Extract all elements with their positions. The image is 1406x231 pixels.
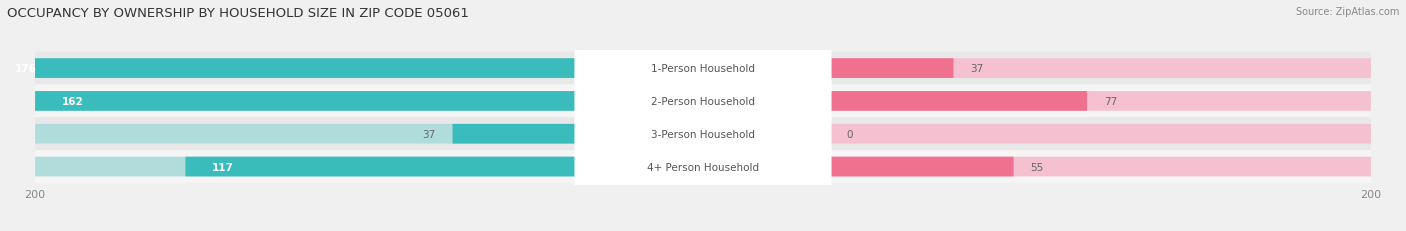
FancyBboxPatch shape [35, 118, 1371, 150]
Text: 37: 37 [970, 64, 983, 74]
FancyBboxPatch shape [35, 150, 1371, 183]
Text: 1-Person Household: 1-Person Household [651, 64, 755, 74]
Text: 162: 162 [62, 97, 83, 106]
FancyBboxPatch shape [0, 59, 576, 79]
FancyBboxPatch shape [830, 92, 1087, 111]
FancyBboxPatch shape [186, 157, 576, 177]
Text: 2-Person Household: 2-Person Household [651, 97, 755, 106]
FancyBboxPatch shape [575, 141, 831, 193]
FancyBboxPatch shape [35, 52, 1371, 85]
FancyBboxPatch shape [35, 59, 576, 79]
FancyBboxPatch shape [35, 85, 1371, 118]
Text: OCCUPANCY BY OWNERSHIP BY HOUSEHOLD SIZE IN ZIP CODE 05061: OCCUPANCY BY OWNERSHIP BY HOUSEHOLD SIZE… [7, 7, 470, 20]
Text: 37: 37 [423, 129, 436, 139]
Text: 77: 77 [1104, 97, 1116, 106]
Text: 3-Person Household: 3-Person Household [651, 129, 755, 139]
FancyBboxPatch shape [35, 92, 576, 111]
FancyBboxPatch shape [575, 75, 831, 128]
FancyBboxPatch shape [830, 59, 1371, 79]
Text: 4+ Person Household: 4+ Person Household [647, 162, 759, 172]
FancyBboxPatch shape [830, 157, 1371, 177]
Text: 55: 55 [1031, 162, 1043, 172]
Text: 117: 117 [212, 162, 233, 172]
FancyBboxPatch shape [830, 124, 1371, 144]
FancyBboxPatch shape [830, 157, 1014, 177]
FancyBboxPatch shape [575, 108, 831, 160]
Text: 176: 176 [15, 64, 37, 74]
FancyBboxPatch shape [35, 92, 576, 111]
Text: Source: ZipAtlas.com: Source: ZipAtlas.com [1295, 7, 1399, 17]
Text: 0: 0 [846, 129, 853, 139]
FancyBboxPatch shape [830, 59, 953, 79]
FancyBboxPatch shape [575, 43, 831, 95]
FancyBboxPatch shape [830, 92, 1371, 111]
FancyBboxPatch shape [35, 157, 576, 177]
FancyBboxPatch shape [453, 124, 576, 144]
FancyBboxPatch shape [35, 124, 576, 144]
